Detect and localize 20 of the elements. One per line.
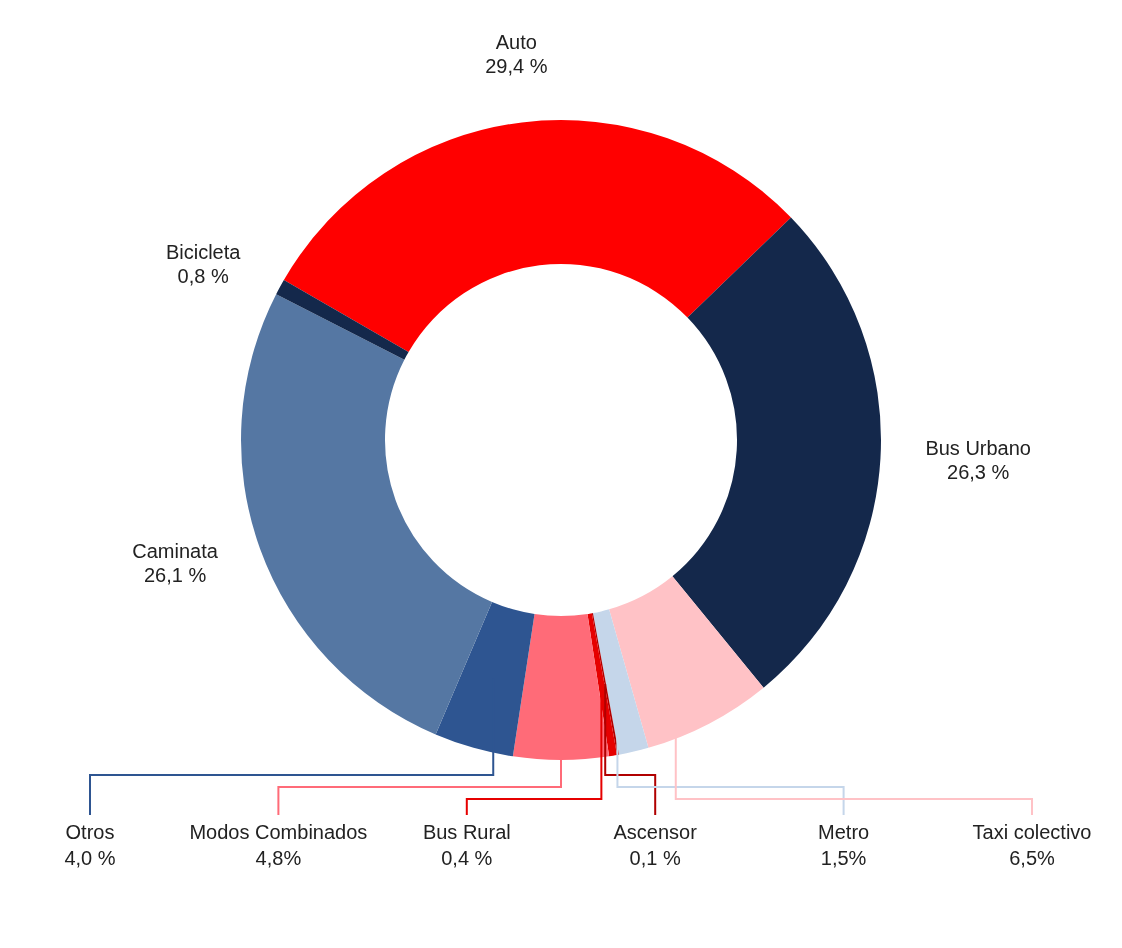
data-label: 1,5% — [820, 846, 867, 869]
slice-label: Caminata — [132, 539, 219, 562]
data-label: 4,0 % — [64, 846, 116, 869]
data-label: 26,3 % — [947, 460, 1010, 483]
data-label: 4,8% — [255, 846, 302, 869]
data-label: 0,1 % — [629, 846, 681, 869]
slice-label: Bus Rural — [422, 820, 511, 843]
slice-label: Taxi colectivo — [972, 820, 1092, 843]
slice-label: Auto — [495, 31, 537, 54]
slice-label: Metro — [818, 820, 870, 843]
data-label: 0,4 % — [441, 846, 493, 869]
slice-label: Bus Urbano — [925, 436, 1031, 459]
slice-label: Bicicleta — [165, 241, 242, 264]
slice-label: Ascensor — [613, 820, 698, 843]
data-label: 29,4 % — [485, 55, 548, 78]
data-label: 0,8 % — [177, 265, 229, 288]
data-label: 26,1 % — [143, 563, 207, 586]
data-label: 6,5% — [1009, 846, 1056, 869]
slice-label: Modos Combinados — [189, 820, 368, 843]
slice-label: Otros — [65, 820, 115, 843]
